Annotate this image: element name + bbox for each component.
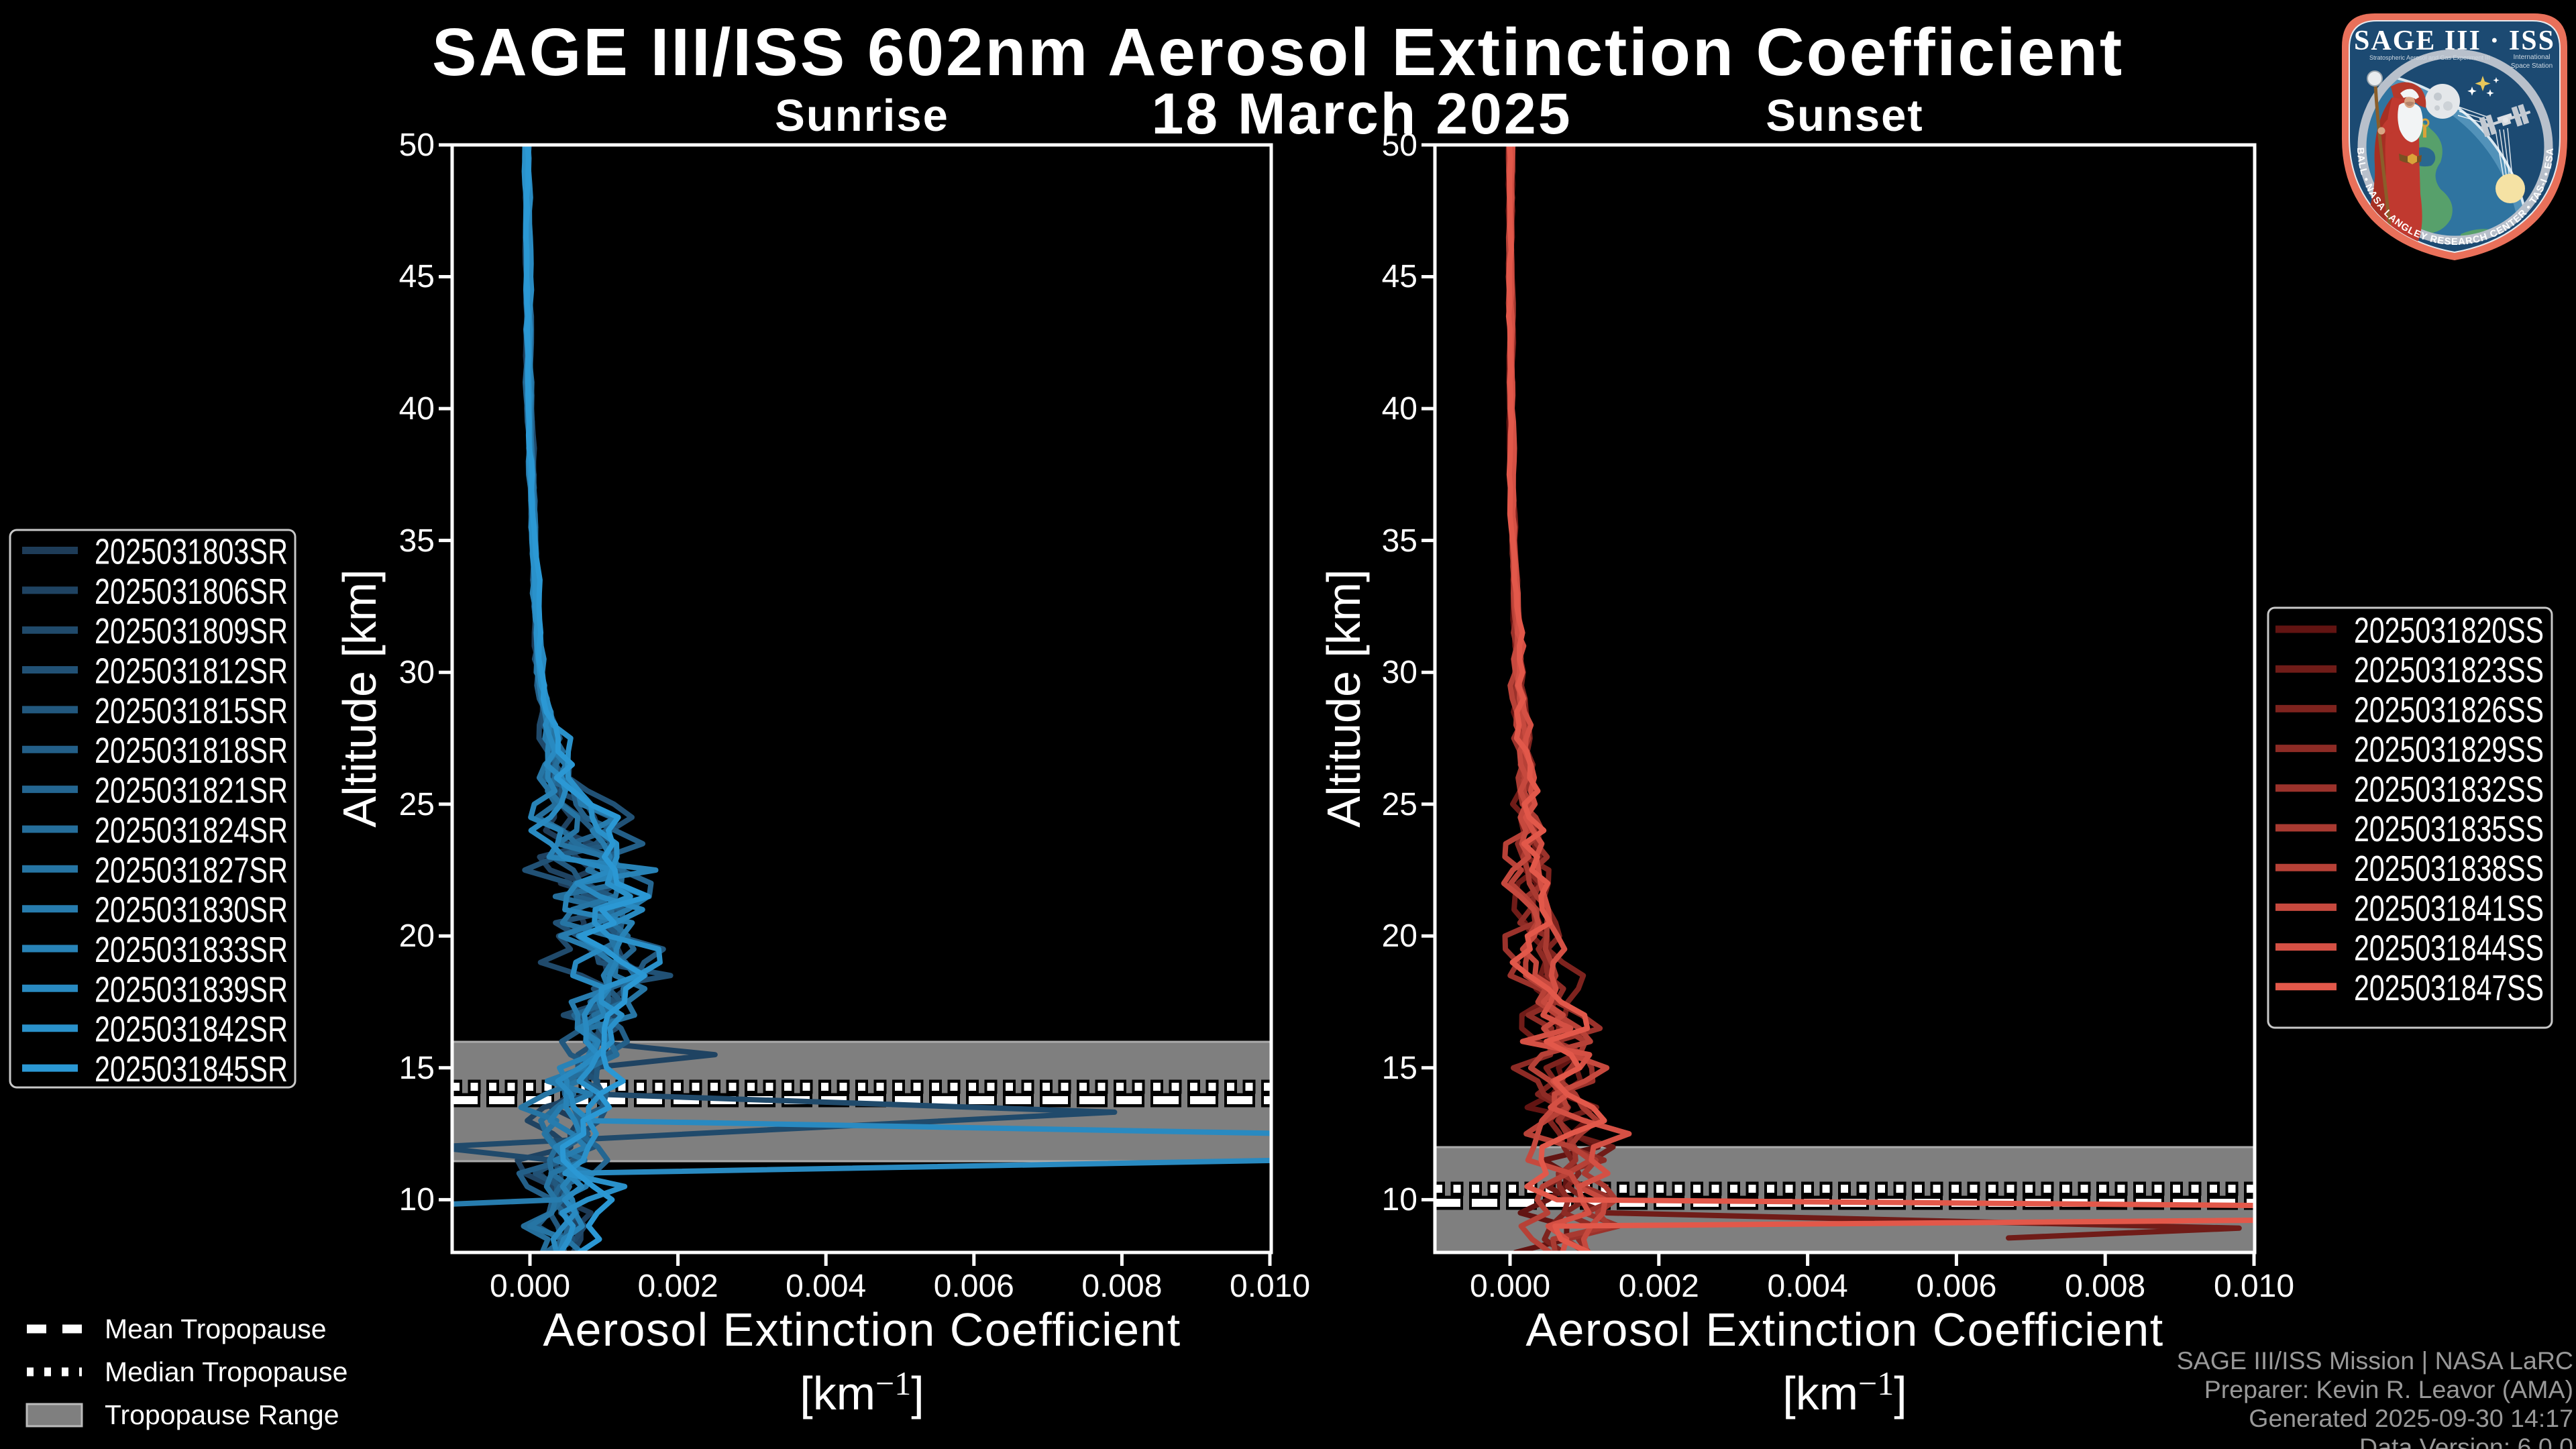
- svg-text:2025031806SR: 2025031806SR: [95, 572, 288, 612]
- svg-text:2025031818SR: 2025031818SR: [95, 731, 288, 771]
- svg-text:International: International: [2513, 54, 2550, 61]
- svg-text:2025031823SS: 2025031823SS: [2354, 650, 2544, 690]
- svg-text:2025031838SS: 2025031838SS: [2354, 849, 2544, 889]
- svg-text:2025031847SS: 2025031847SS: [2354, 968, 2544, 1008]
- svg-text:2025031824SR: 2025031824SR: [95, 810, 288, 851]
- svg-text:2025031827SR: 2025031827SR: [95, 850, 288, 890]
- svg-text:2025031841SS: 2025031841SS: [2354, 888, 2544, 928]
- svg-text:2025031803SR: 2025031803SR: [95, 532, 288, 572]
- svg-text:2025031835SS: 2025031835SS: [2354, 809, 2544, 849]
- svg-text:2025031826SS: 2025031826SS: [2354, 690, 2544, 730]
- svg-text:2025031832SS: 2025031832SS: [2354, 769, 2544, 810]
- svg-text:Stratospheric Aerosol and Gas: Stratospheric Aerosol and Gas Experiment…: [2369, 54, 2490, 61]
- svg-text:2025031812SR: 2025031812SR: [95, 651, 288, 692]
- svg-text:2025031842SR: 2025031842SR: [95, 1010, 288, 1050]
- svg-text:2025031809SR: 2025031809SR: [95, 611, 288, 651]
- svg-text:2025031845SR: 2025031845SR: [95, 1049, 288, 1089]
- svg-text:SAGE III · ISS: SAGE III · ISS: [2354, 25, 2555, 56]
- svg-text:2025031821SR: 2025031821SR: [95, 771, 288, 811]
- svg-text:2025031833SR: 2025031833SR: [95, 930, 288, 970]
- svg-text:2025031820SS: 2025031820SS: [2354, 610, 2544, 651]
- svg-text:2025031829SS: 2025031829SS: [2354, 730, 2544, 770]
- svg-text:Space Station: Space Station: [2511, 62, 2553, 70]
- svg-text:2025031815SR: 2025031815SR: [95, 691, 288, 731]
- svg-text:2025031839SR: 2025031839SR: [95, 969, 288, 1010]
- svg-text:2025031844SS: 2025031844SS: [2354, 928, 2544, 969]
- svg-text:2025031830SR: 2025031830SR: [95, 890, 288, 930]
